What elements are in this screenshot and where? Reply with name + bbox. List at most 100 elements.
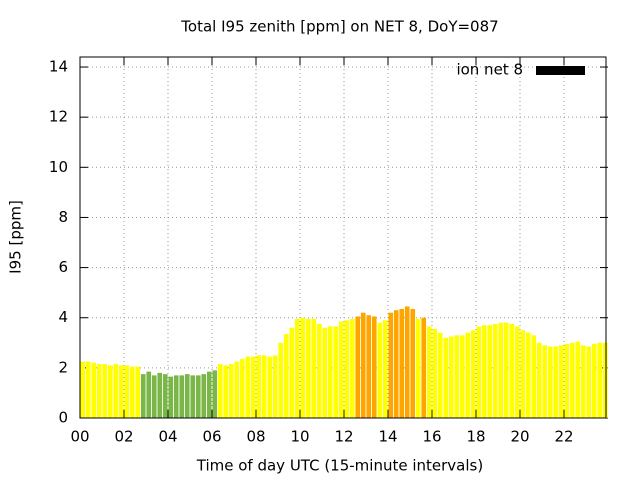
bar: [206, 371, 212, 418]
plot-border: [79, 56, 607, 419]
bar: [553, 346, 559, 418]
x-tick-label: 14: [378, 428, 397, 446]
bar: [382, 320, 388, 418]
bar: [217, 364, 223, 418]
bar: [591, 344, 597, 418]
bar: [190, 375, 196, 418]
y-tick-label: 10: [49, 158, 68, 176]
y-axis-label: I95 [ppm]: [7, 200, 25, 274]
bar: [129, 366, 135, 418]
bar: [547, 346, 553, 418]
x-tick-label: 22: [554, 428, 573, 446]
bar: [366, 315, 372, 418]
bar: [426, 326, 432, 418]
bar: [481, 325, 487, 418]
bar: [283, 334, 289, 418]
bar: [135, 366, 141, 418]
bar: [525, 332, 531, 418]
bar: [223, 365, 229, 418]
bar: [360, 312, 366, 418]
bar: [102, 364, 108, 418]
bar: [85, 361, 91, 418]
bar: [338, 321, 344, 418]
chart-title: Total I95 zenith [ppm] on NET 8, DoY=087: [180, 18, 498, 36]
bar: [520, 330, 526, 418]
bar: [107, 365, 113, 418]
bar: [415, 318, 421, 418]
bar: [371, 316, 377, 418]
bar: [421, 317, 427, 418]
bar: [498, 322, 504, 418]
bar: [492, 323, 498, 418]
bar: [173, 375, 179, 418]
bar: [542, 345, 548, 418]
bar: [465, 332, 471, 418]
bar: [443, 337, 449, 418]
bar: [586, 346, 592, 418]
bar: [454, 335, 460, 418]
bar: [278, 342, 284, 418]
bar: [140, 374, 146, 418]
x-axis-label: Time of day UTC (15-minute intervals): [196, 457, 483, 475]
bar: [250, 356, 256, 418]
y-tick-label: 8: [58, 208, 68, 226]
bar: [256, 355, 262, 418]
bar: [316, 323, 322, 418]
bar: [564, 344, 570, 418]
bar: [388, 312, 394, 418]
y-tick-label: 4: [58, 308, 68, 326]
bar: [602, 342, 608, 418]
bar: [261, 355, 267, 418]
bar: [294, 318, 300, 418]
bar: [558, 345, 564, 418]
x-tick-label: 20: [510, 428, 529, 446]
x-tick-label: 06: [202, 428, 221, 446]
bar: [228, 364, 234, 418]
bar: [344, 320, 350, 418]
y-tick-label: 14: [49, 58, 68, 76]
y-tick-label: 0: [58, 409, 68, 427]
bar: [575, 341, 581, 418]
bar: [179, 375, 185, 418]
x-tick-label: 08: [246, 428, 265, 446]
bar: [393, 310, 399, 418]
bar: [113, 364, 119, 418]
x-tick-label: 02: [114, 428, 133, 446]
bar: [487, 325, 493, 418]
bar: [377, 322, 383, 418]
x-tick-label: 00: [70, 428, 89, 446]
x-tick-label: 04: [158, 428, 177, 446]
bar: [322, 327, 328, 418]
bar: [239, 359, 245, 418]
bar: [399, 308, 405, 418]
x-tick-label: 12: [334, 428, 353, 446]
bar: [569, 342, 575, 418]
bar: [437, 332, 443, 418]
bar: [184, 374, 190, 418]
bar: [157, 372, 163, 418]
bar: [509, 323, 515, 418]
bar: [410, 308, 416, 418]
bar: [195, 375, 201, 418]
bar: [459, 335, 465, 418]
bar: [300, 317, 306, 418]
bar: [146, 371, 152, 418]
bar: [531, 335, 537, 418]
bar: [168, 376, 174, 418]
bar: [580, 345, 586, 418]
bar: [80, 361, 86, 418]
legend-swatch: [536, 66, 585, 75]
y-tick-label: 6: [58, 258, 68, 276]
bar: [503, 322, 509, 418]
bar: [272, 355, 278, 418]
bar: [118, 365, 124, 418]
x-tick-label: 16: [422, 428, 441, 446]
bar: [476, 326, 482, 418]
bar: [289, 327, 295, 418]
bar: [333, 326, 339, 418]
bar: [349, 318, 355, 418]
bar: [267, 356, 273, 418]
bar: [124, 365, 130, 418]
bar: [311, 318, 317, 418]
